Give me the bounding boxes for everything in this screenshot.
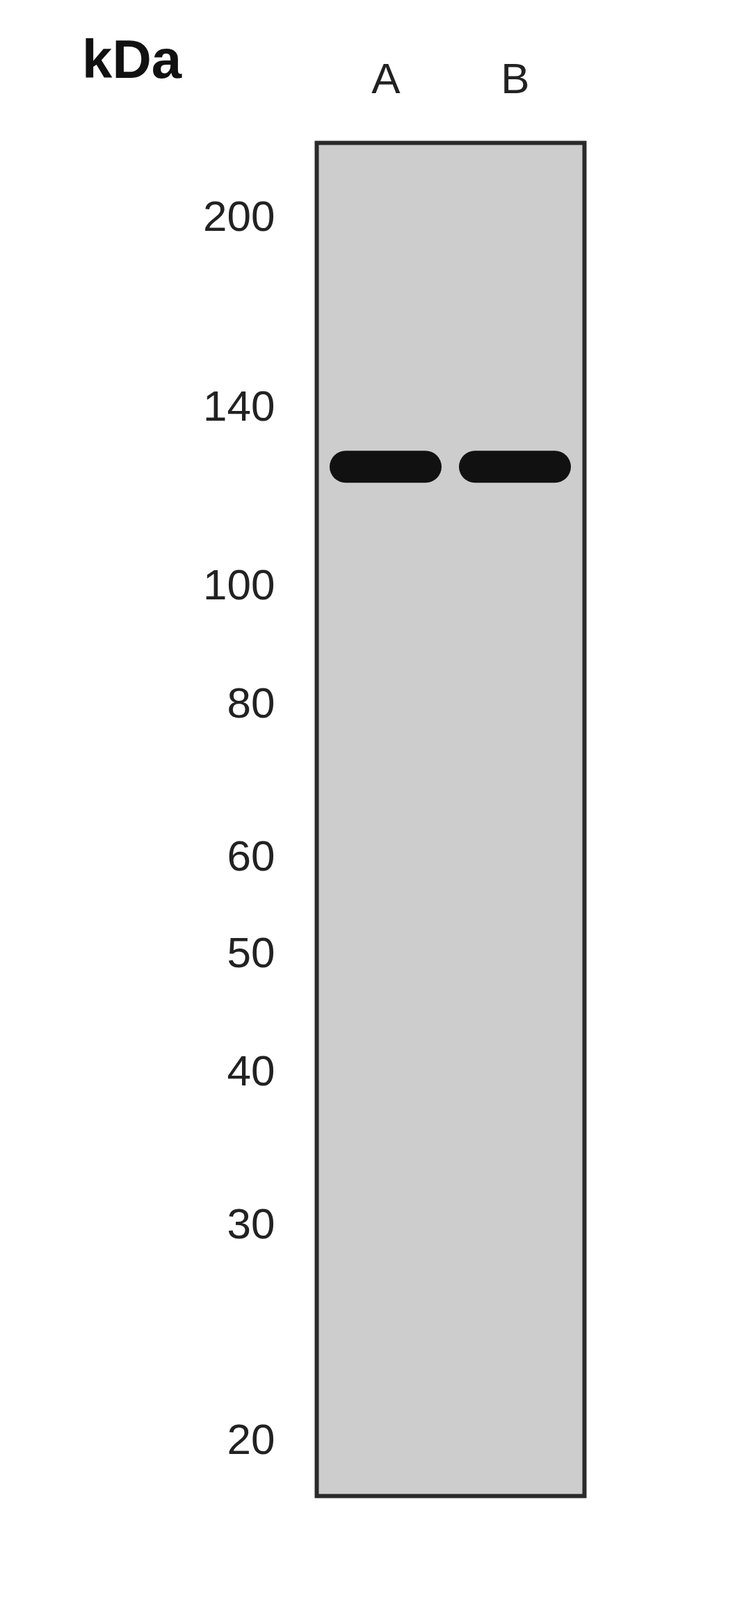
svg-text:80: 80 — [227, 678, 276, 727]
svg-text:100: 100 — [203, 560, 275, 609]
svg-text:40: 40 — [227, 1046, 276, 1095]
svg-text:60: 60 — [227, 831, 276, 880]
svg-text:140: 140 — [203, 381, 275, 430]
html-text:kDa: kDa — [82, 28, 182, 90]
svg-text:B: B — [500, 54, 530, 103]
svg-text:A: A — [371, 54, 401, 103]
svg-text:20: 20 — [227, 1415, 276, 1464]
svg-text:30: 30 — [227, 1199, 276, 1248]
svg-text:200: 200 — [203, 191, 275, 240]
svg-text:50: 50 — [227, 928, 276, 977]
